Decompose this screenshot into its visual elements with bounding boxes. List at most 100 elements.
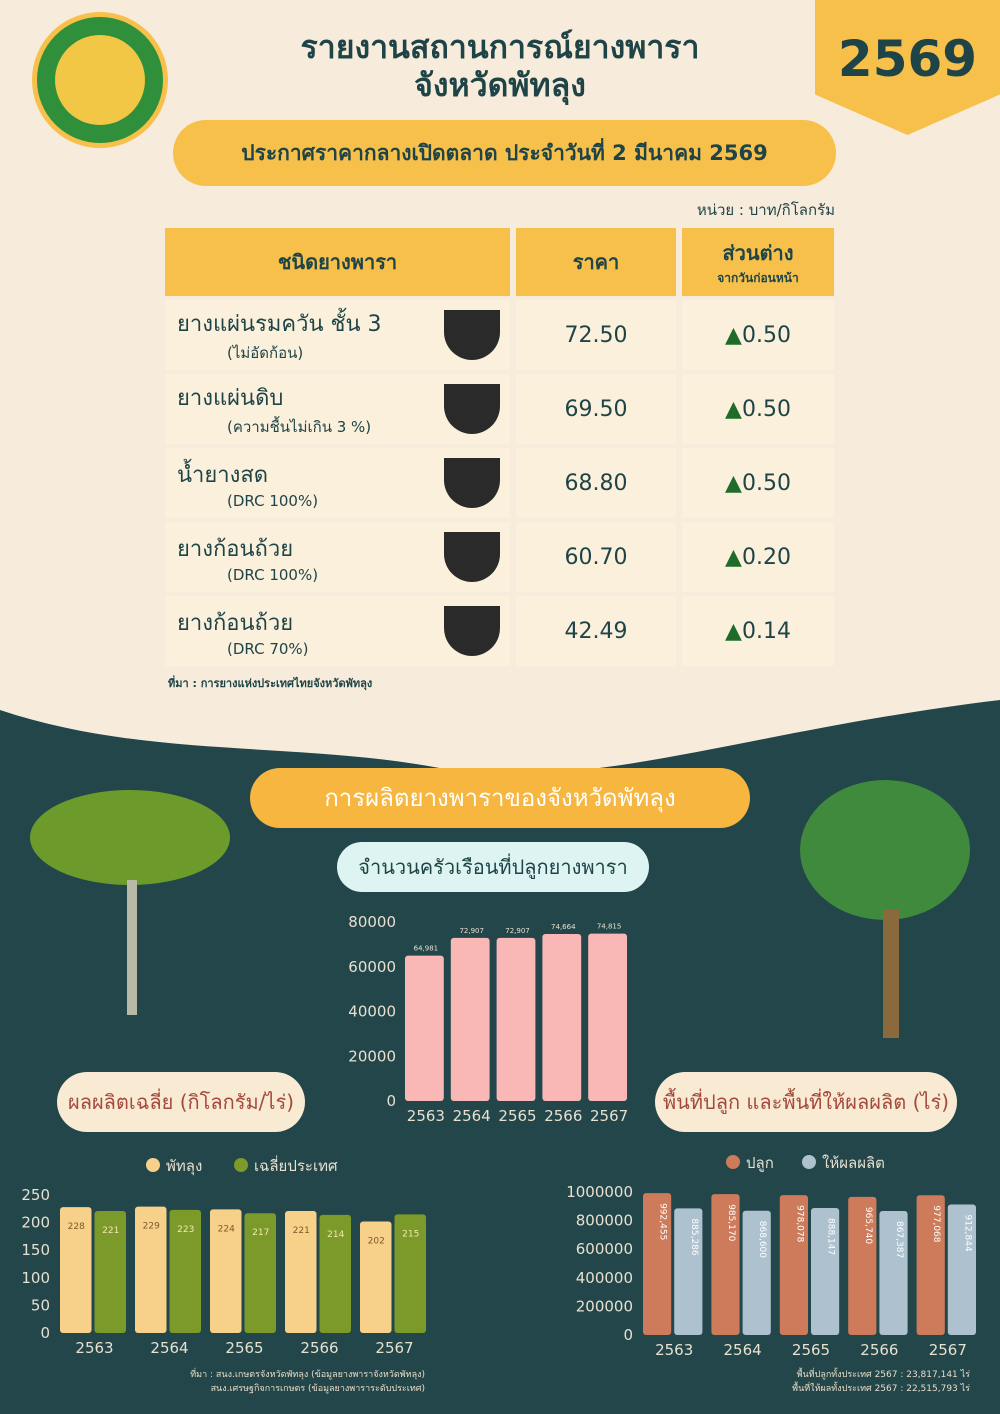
rubber-type-sub: (DRC 100%) xyxy=(227,565,319,584)
y-tick-label: 50 xyxy=(31,1296,50,1314)
rubber-type-name: ยางก้อนถ้วย xyxy=(177,610,294,636)
area-chart-title: พื้นที่ปลูก และพื้นที่ให้ผลผลิต (ไร่) xyxy=(655,1072,957,1132)
title-line-1: รายงานสถานการณ์ยางพารา xyxy=(300,28,700,66)
legend-label: เฉลี่ยประเทศ xyxy=(254,1155,338,1175)
bar-value-label: 217 xyxy=(252,1228,269,1238)
rubber-tree-left-image xyxy=(30,790,230,885)
production-title: การผลิตยางพาราของจังหวัดพัทลุง xyxy=(250,768,750,828)
diff-cell: ▲0.20 xyxy=(682,522,834,592)
rubber-type-name: ยางก้อนถ้วย xyxy=(177,536,294,562)
bar-value-label: 965,740 xyxy=(863,1207,873,1244)
y-tick-label: 150 xyxy=(21,1241,50,1259)
rubber-type-sub: (ความชื้นไม่เกิน 3 %) xyxy=(227,417,372,436)
title-line-2: จังหวัดพัทลุง xyxy=(414,66,586,104)
bar-value-label: 228 xyxy=(68,1222,85,1232)
bar xyxy=(779,1195,808,1335)
y-tick-label: 0 xyxy=(40,1324,50,1342)
price-cell: 69.50 xyxy=(516,374,676,444)
table-row: น้ำยางสด (DRC 100%) 68.80 ▲0.50 xyxy=(165,448,834,518)
bar xyxy=(319,1214,351,1333)
y-tick-label: 20000 xyxy=(348,1047,396,1065)
announcement-banner: ประกาศราคากลางเปิดตลาด ประจำวันที่ 2 มีน… xyxy=(173,120,836,186)
legend-swatch xyxy=(146,1158,160,1172)
bar-value-label: 912,844 xyxy=(962,1214,972,1251)
bar-value-label: 867,387 xyxy=(894,1221,904,1258)
y-tick-label: 60000 xyxy=(348,958,396,976)
diff-cell: ▲0.50 xyxy=(682,300,834,370)
source-line-2: สนง.เศรษฐกิจการเกษตร (ข้อมูลยางพาราระดับ… xyxy=(210,1384,425,1394)
bar xyxy=(879,1210,908,1335)
legend-swatch xyxy=(234,1158,248,1172)
rubber-type-name: ยางแผ่นดิบ xyxy=(177,385,284,411)
rubber-type-cell: ยางก้อนถ้วย (DRC 70%) xyxy=(165,596,510,666)
unit-label: หน่วย : บาท/กิโลกรัม xyxy=(696,201,835,219)
bar xyxy=(811,1207,840,1335)
rubber-type-cell: ยางก้อนถ้วย (DRC 100%) xyxy=(165,522,510,592)
yield-chart-title: ผลผลิตเฉลี่ย (กิโลกรัม/ไร่) xyxy=(57,1072,305,1132)
x-tick-label: 2566 xyxy=(860,1341,898,1359)
tree-trunk-right xyxy=(883,910,899,1038)
bar xyxy=(848,1196,877,1335)
bar-value-label: 224 xyxy=(218,1224,235,1234)
y-tick-label: 250 xyxy=(21,1186,50,1204)
bar-value-label: 214 xyxy=(327,1230,344,1240)
legend-label: พัทลุง xyxy=(166,1157,202,1176)
legend-label: ให้ผลผลิต xyxy=(822,1154,885,1172)
bar-value-label: 215 xyxy=(402,1229,419,1239)
tree-trunk-left xyxy=(127,880,137,1015)
diff-cell: ▲0.50 xyxy=(682,448,834,518)
y-tick-label: 200000 xyxy=(576,1297,633,1315)
diff-value: 0.20 xyxy=(741,544,791,570)
rubber-tree-right-image xyxy=(800,780,970,920)
bar-value-label: 202 xyxy=(368,1236,385,1246)
bar xyxy=(169,1209,201,1333)
diff-value: 0.50 xyxy=(741,396,791,422)
bar-value-label: 977,068 xyxy=(931,1205,941,1242)
triangle-up-icon: ▲ xyxy=(725,544,742,570)
bar-value-label: 64,981 xyxy=(414,945,439,953)
x-tick-label: 2564 xyxy=(453,1107,491,1125)
national-line-2: พื้นที่ให้ผลทั้งประเทศ 2567 : 22,515,793… xyxy=(792,1384,970,1394)
bar-value-label: 74,664 xyxy=(551,923,576,931)
cup-lump-icon xyxy=(444,532,500,582)
table-row: ยางก้อนถ้วย (DRC 70%) 42.49 ▲0.14 xyxy=(165,596,834,666)
diff-cell: ▲0.14 xyxy=(682,596,834,666)
table-row: ยางก้อนถ้วย (DRC 100%) 60.70 ▲0.20 xyxy=(165,522,834,592)
ministry-logo xyxy=(32,12,168,148)
rubber-type-cell: น้ำยางสด (DRC 100%) xyxy=(165,448,510,518)
bar xyxy=(450,937,490,1101)
bar xyxy=(588,933,627,1101)
x-tick-label: 2567 xyxy=(929,1341,967,1359)
bar xyxy=(60,1207,92,1333)
triangle-up-icon: ▲ xyxy=(725,322,742,348)
table-row: ยางแผ่นรมควัน ชั้น 3 (ไม่อัดก้อน) 72.50 ▲… xyxy=(165,300,834,370)
national-area-note: พื้นที่ปลูกทั้งประเทศ 2567 : 23,817,141 … xyxy=(700,1368,970,1396)
x-tick-label: 2566 xyxy=(544,1107,582,1125)
price-cell: 42.49 xyxy=(516,596,676,666)
smoked-sheet-icon xyxy=(444,310,500,360)
latex-bowl-icon xyxy=(444,458,500,508)
x-tick-label: 2566 xyxy=(300,1339,338,1357)
x-tick-label: 2565 xyxy=(225,1339,263,1357)
bar xyxy=(674,1208,703,1335)
y-tick-label: 400000 xyxy=(576,1269,633,1287)
diff-value: 0.14 xyxy=(741,618,791,644)
y-tick-label: 1000000 xyxy=(566,1183,633,1201)
y-tick-label: 80000 xyxy=(348,913,396,931)
triangle-up-icon: ▲ xyxy=(725,618,742,644)
price-cell: 68.80 xyxy=(516,448,676,518)
price-cell: 72.50 xyxy=(516,300,676,370)
cup-lump-icon xyxy=(444,606,500,656)
bar xyxy=(360,1221,392,1333)
diff-value: 0.50 xyxy=(741,470,791,496)
bar xyxy=(244,1213,276,1333)
bar-value-label: 229 xyxy=(143,1222,160,1232)
bar-value-label: 72,907 xyxy=(459,927,484,935)
price-cell: 60.70 xyxy=(516,522,676,592)
rubber-type-sub: (DRC 100%) xyxy=(227,491,319,510)
table-row: ยางแผ่นดิบ (ความชื้นไม่เกิน 3 %) 69.50 ▲0… xyxy=(165,374,834,444)
header-diff: ส่วนต่าง จากวันก่อนหน้า xyxy=(682,228,834,296)
bar xyxy=(711,1194,740,1335)
bar-value-label: 978,078 xyxy=(794,1205,804,1242)
header-diff-label: ส่วนต่าง xyxy=(722,240,794,265)
